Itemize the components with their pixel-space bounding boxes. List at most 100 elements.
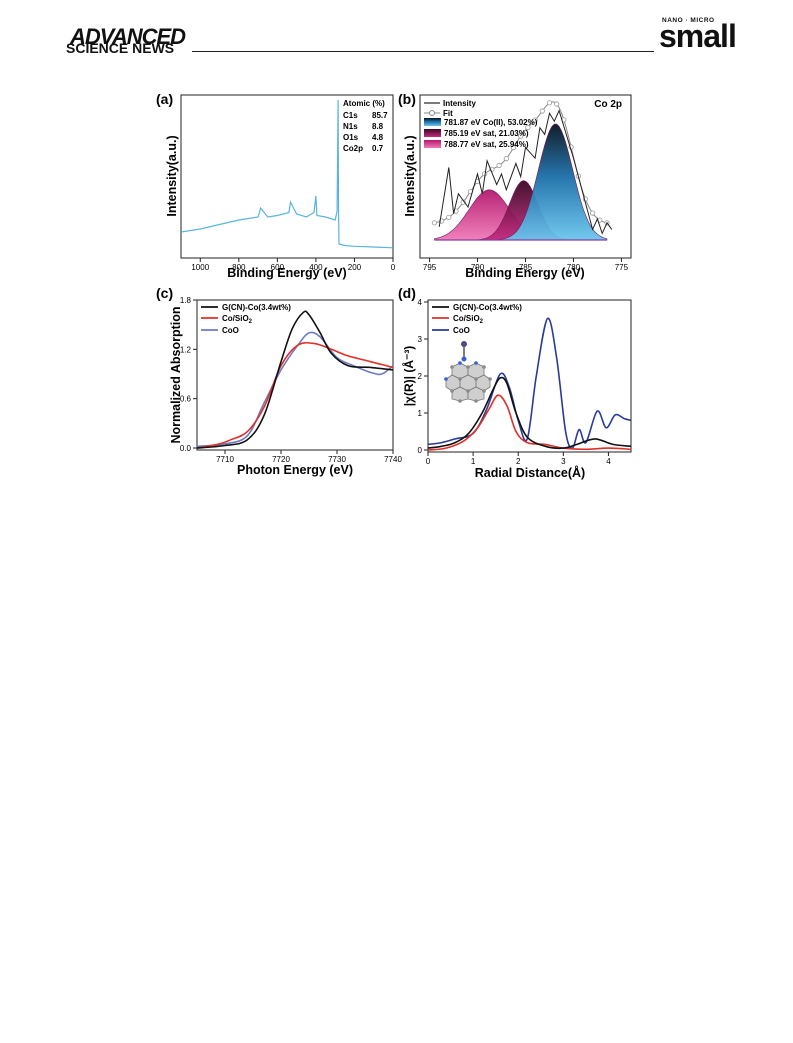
panel-a: (a) 1000 800 600 400 200 0 Binding Energy (eV… — [156, 91, 396, 280]
panel-a-xtick-label: 200 — [348, 263, 362, 272]
panel-c-ytick-label: 1.2 — [180, 345, 192, 354]
panel-b-xtick-label: 795 — [423, 263, 437, 272]
table-element-0: C1s — [343, 111, 358, 120]
legend-intensity-label: Intensity — [443, 99, 476, 108]
table-value-1: 8.8 — [372, 122, 384, 131]
panel-b-fit-point — [539, 108, 545, 114]
panel-a-ylabel: Intensity(a.u.) — [165, 135, 179, 216]
legend-coo-label: CoO — [222, 326, 239, 335]
panel-b-fit-point — [503, 156, 509, 162]
panel-b-fit-point — [546, 100, 553, 106]
panel-a-xtick-label: 400 — [309, 263, 323, 272]
panel-c-legend: G(CN)-Co(3.4wt%) Co/SiO2 CoO — [201, 303, 291, 335]
panel-b-xticks: 795 790 785 780 775 — [423, 258, 629, 272]
panel-b-fit-point — [496, 162, 502, 169]
panel-d-xtick-label: 0 — [426, 457, 431, 466]
panel-d-legend: G(CN)-Co(3.4wt%) Co/SiO2 CoO — [432, 303, 522, 335]
legend-sat1-label: 785.19 eV sat, 21.03%) — [444, 129, 529, 138]
panel-d-label: (d) — [398, 285, 416, 301]
panel-d-xtick-label: 4 — [606, 457, 611, 466]
table-value-3: 0.7 — [372, 144, 384, 153]
panel-c-coo-line — [196, 331, 394, 448]
panel-d-ytick-label: 1 — [418, 409, 423, 418]
brand-small-logo: small — [659, 18, 737, 54]
panel-b-xtick-label: 780 — [567, 263, 581, 272]
panel-d-xtick-label: 1 — [471, 457, 476, 466]
panel-b-fit-point — [525, 124, 531, 131]
legend-sat2-label: 788.77 eV sat, 25.94%) — [444, 140, 529, 149]
panel-c-cosio2-line — [196, 341, 394, 449]
panel-a-xlabel: Binding Energy (eV) — [227, 266, 346, 280]
panel-c-xtick-label: 7730 — [328, 455, 346, 464]
panel-a-xtick-label: 600 — [271, 263, 285, 272]
journal-logo-science-news: SCIENCE NEWS — [66, 40, 175, 56]
panel-c-xtick-label: 7720 — [272, 455, 290, 464]
panel-d-xlabel: Radial Distance(Å) — [475, 465, 585, 480]
panel-b: (b) Co 2p 795 790 785 780 775 Binding Energy… — [398, 91, 632, 280]
panel-b-intensity-line — [438, 109, 613, 235]
legend-sat1-swatch — [424, 129, 441, 137]
panel-c-ytick-label: 0.0 — [180, 444, 192, 453]
panel-d-gcn-co-line — [427, 376, 632, 450]
panel-c-xtick-label: 7710 — [216, 455, 234, 464]
panel-b-xtick-label: 775 — [615, 263, 629, 272]
legend-gcn-label: G(CN)-Co(3.4wt%) — [453, 303, 522, 312]
legend-sat2-swatch — [424, 140, 441, 148]
panel-b-legend: Intensity Fit 781.87 eV Co(II), 53.02%) … — [424, 99, 538, 149]
legend-cosio-label: Co/SiO2 — [222, 314, 253, 325]
panel-d-ticks: 0 1 2 3 4 0 1 2 3 4 — [418, 298, 612, 466]
panel-c: (c) 7710 7720 7730 7740 0.0 0.6 1.2 1.8 Photon … — [156, 285, 402, 477]
panel-d-ytick-label: 2 — [418, 372, 423, 381]
panel-a-xticks: 1000 800 600 400 200 0 — [191, 258, 396, 272]
panel-b-fit-point — [589, 210, 596, 216]
panel-a-table: C1s 85.7 N1s 8.8 O1s 4.8 Co2p 0.7 — [343, 111, 388, 153]
panel-b-fit-point — [446, 214, 452, 220]
panel-a-frame — [180, 94, 394, 259]
panel-b-xtick-label: 785 — [519, 263, 533, 272]
panel-b-peaks — [434, 123, 608, 241]
panel-d: (d) 0 1 2 3 4 0 1 2 3 4 Radial Distance(Å) |χ(R)|… — [398, 285, 632, 480]
molecule-inset-icon — [444, 341, 492, 403]
panel-c-gcn-co-line — [196, 310, 394, 449]
panel-a-xtick-label: 800 — [232, 263, 246, 272]
table-value-0: 85.7 — [372, 111, 388, 120]
panel-c-ytick-label: 0.6 — [180, 395, 192, 404]
legend-fit-label: Fit — [443, 109, 453, 118]
brand-nano-micro: NANO · MICRO — [662, 17, 715, 24]
legend-coo-label: CoO — [453, 326, 470, 335]
panel-d-ytick-label: 3 — [418, 335, 423, 344]
panel-a-table-header: Atomic (%) — [343, 99, 385, 108]
panel-b-fit-point — [532, 117, 538, 123]
panel-d-ylabel: |χ(R)| (Å⁻³) — [401, 346, 416, 407]
panel-b-fit-point — [554, 101, 560, 107]
panel-b-fit-point — [431, 220, 437, 226]
panel-c-ylabel: Normalized Absorption — [169, 306, 183, 443]
panel-c-frame — [196, 299, 394, 451]
journal-logo-advanced: ADVANCED — [70, 24, 186, 49]
panel-d-ytick-label: 0 — [418, 446, 423, 455]
panel-b-ylabel: Intensity(a.u.) — [403, 135, 417, 216]
legend-fit-marker — [429, 110, 435, 116]
panel-a-label: (a) — [156, 91, 173, 107]
legend-gcn-label: G(CN)-Co(3.4wt%) — [222, 303, 291, 312]
panel-a-survey-line — [180, 99, 394, 249]
panel-d-xtick-label: 3 — [561, 457, 566, 466]
panel-d-cosio2-line — [427, 394, 632, 451]
panel-c-xtick-label: 7740 — [384, 455, 402, 464]
panel-c-ticks: 7710 7720 7730 7740 0.0 0.6 1.2 1.8 — [180, 296, 403, 464]
panel-c-ytick-label: 1.8 — [180, 296, 192, 305]
panel-c-label: (c) — [156, 285, 173, 301]
panel-c-xlabel: Photon Energy (eV) — [237, 463, 353, 477]
legend-cosio-label: Co/SiO2 — [453, 314, 484, 325]
panel-d-xtick-label: 2 — [516, 457, 521, 466]
panel-b-fit-point — [518, 133, 524, 139]
legend-co2-label: 781.87 eV Co(II), 53.02%) — [444, 118, 538, 127]
panel-a-xtick-label: 0 — [391, 263, 396, 272]
legend-co2-swatch — [424, 118, 441, 126]
table-element-3: Co2p — [343, 144, 363, 153]
panel-b-xtick-label: 790 — [471, 263, 485, 272]
table-element-2: O1s — [343, 133, 359, 142]
table-element-1: N1s — [343, 122, 358, 131]
panel-b-fit-point — [510, 145, 517, 151]
